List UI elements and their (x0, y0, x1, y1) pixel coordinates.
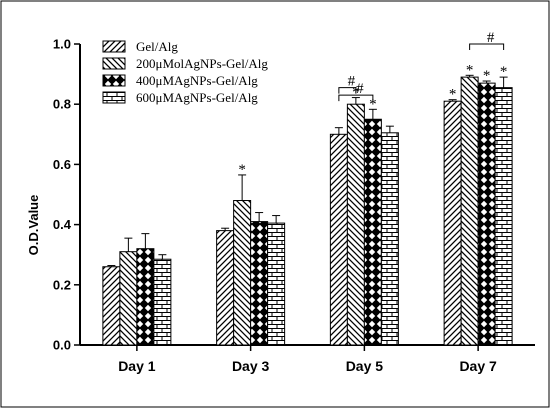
significance-star: * (369, 96, 377, 112)
legend-label: 200μMolAgNPs-Gel/Alg (136, 56, 268, 71)
legend: Gel/Alg 200μMolAgNPs-Gel/Alg 400μMAgNPs-Ge… (102, 39, 268, 105)
x-tick-label: Day 3 (232, 358, 270, 374)
y-tick-label: 0.6 (53, 157, 71, 172)
bar (233, 200, 252, 346)
bar (216, 230, 235, 346)
bar (153, 258, 172, 346)
error-bars (107, 74, 508, 267)
y-tick-label: 1.0 (53, 37, 71, 52)
bar (380, 132, 399, 346)
bar (250, 221, 269, 346)
bar (119, 251, 138, 346)
bar (443, 100, 462, 346)
y-tick-label: 0.2 (53, 277, 71, 292)
legend-label: 400μMAgNPs-Gel/Alg (136, 73, 258, 88)
y-tick-label: 0.0 (53, 338, 71, 353)
y-tick-label: 0.8 (53, 97, 71, 112)
bar (363, 118, 382, 346)
bar (102, 266, 121, 346)
bar (329, 133, 348, 346)
legend-swatch (102, 91, 126, 104)
bar (477, 82, 496, 346)
bracket-label: # (487, 30, 495, 46)
y-axis-label: O.D.Value (26, 195, 41, 256)
legend-swatch (102, 57, 126, 70)
significance-bracket (338, 87, 357, 94)
legend-label: 600μMAgNPs-Gel/Alg (136, 90, 258, 105)
x-tick-label: Day 5 (346, 358, 384, 374)
significance-star: * (500, 64, 508, 80)
significance-bracket (338, 94, 374, 102)
significance-star: * (238, 162, 246, 178)
legend-label: Gel/Alg (136, 39, 178, 54)
x-tick-label: Day 7 (459, 358, 497, 374)
significance-marks: ****** *# ## (238, 30, 507, 178)
significance-bracket (469, 43, 505, 50)
bar (460, 76, 479, 346)
significance-star: * (449, 87, 457, 103)
bar (494, 87, 513, 346)
bar (136, 248, 155, 346)
bar (346, 103, 365, 346)
x-tick-label: Day 1 (118, 358, 156, 374)
bracket-label: # (348, 74, 356, 90)
bar (267, 222, 286, 346)
legend-swatch (102, 74, 126, 87)
significance-star: * (466, 62, 474, 78)
y-tick-label: 0.4 (53, 217, 72, 232)
significance-star: * (483, 68, 491, 84)
legend-swatch (102, 40, 126, 53)
bracket-label: # (356, 81, 364, 97)
